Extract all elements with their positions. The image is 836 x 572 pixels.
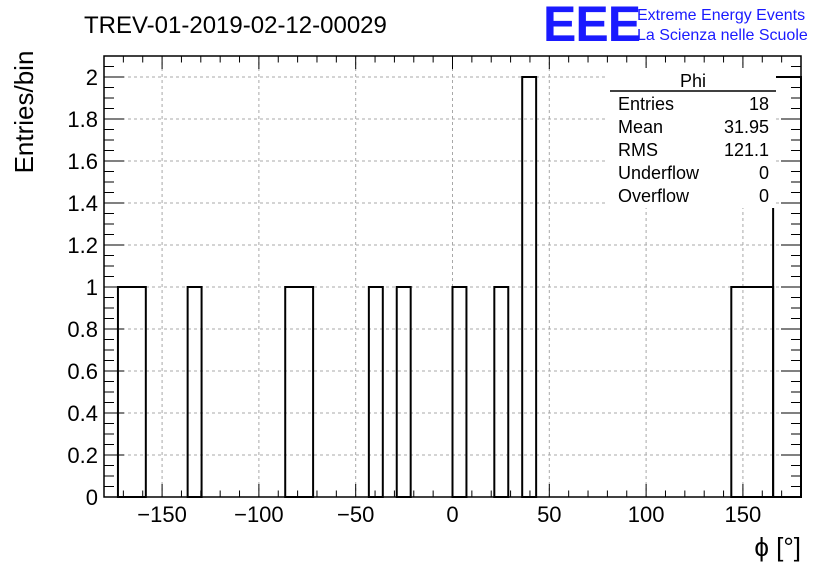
- y-tick-labels: 0 0.2 0.4 0.6 0.8 1 1.2 1.4 1.6 1.8 2: [67, 65, 98, 510]
- stats-label: Overflow: [618, 186, 690, 206]
- stats-rows: Entries 18 Mean 31.95 RMS 121.1 Underflow 0 Over…: [618, 94, 769, 206]
- stats-value: 121.1: [724, 140, 769, 160]
- histogram-bin: [116, 286, 147, 498]
- stats-label: Entries: [618, 94, 674, 114]
- x-tick-label: 150: [725, 502, 762, 527]
- y-tick-label: 0.2: [67, 443, 98, 468]
- histogram-bin: [284, 286, 315, 498]
- y-tick-label: 0: [86, 485, 98, 510]
- y-tick-label: 1.4: [67, 191, 98, 216]
- histogram-bin: [395, 286, 412, 498]
- y-axis-label: Entries/bin: [9, 51, 39, 174]
- x-tick-label: 100: [628, 502, 665, 527]
- eee-logo: EEE Extreme Energy Events La Scienza nel…: [543, 0, 808, 52]
- x-tick-labels: −150 −100 −50 0 50 100 150: [137, 502, 761, 527]
- x-tick-label: −50: [337, 502, 374, 527]
- stats-label: Underflow: [618, 163, 700, 183]
- x-tick-label: −100: [234, 502, 284, 527]
- stats-value: 31.95: [724, 117, 769, 137]
- tick-marks: [104, 55, 802, 498]
- y-tick-label: 0.6: [67, 359, 98, 384]
- histogram-bin: [186, 286, 203, 498]
- histogram-bin: [730, 286, 775, 498]
- stats-box: Phi Entries 18 Mean 31.95 RMS 121.1 Underflow 0…: [608, 68, 776, 208]
- y-tick-label: 1: [86, 275, 98, 300]
- stats-value: 0: [759, 163, 769, 183]
- x-tick-label: 50: [537, 502, 561, 527]
- histogram-bin: [367, 286, 384, 498]
- stats-label: Mean: [618, 117, 663, 137]
- y-tick-label: 1.2: [67, 233, 98, 258]
- x-axis-label: ϕ [°]: [754, 532, 801, 562]
- y-tick-label: 2: [86, 65, 98, 90]
- y-tick-label: 1.8: [67, 107, 98, 132]
- histogram-bin: [493, 286, 510, 498]
- chart-title: TREV-01-2019-02-12-00029: [84, 12, 387, 39]
- logo-line-1: Extreme Energy Events: [637, 7, 805, 24]
- y-tick-label: 0.4: [67, 401, 98, 426]
- eee-logo-mark: EEE: [543, 0, 640, 52]
- logo-line-2: La Scienza nelle Scuole: [637, 27, 808, 44]
- stats-box-name: Phi: [680, 71, 706, 91]
- x-tick-label: 0: [446, 502, 458, 527]
- stats-value: 18: [749, 94, 769, 114]
- stats-value: 0: [759, 186, 769, 206]
- x-tick-label: −150: [137, 502, 187, 527]
- stats-label: RMS: [618, 140, 658, 160]
- y-tick-label: 1.6: [67, 149, 98, 174]
- y-tick-label: 0.8: [67, 317, 98, 342]
- histogram-bin: [451, 286, 468, 498]
